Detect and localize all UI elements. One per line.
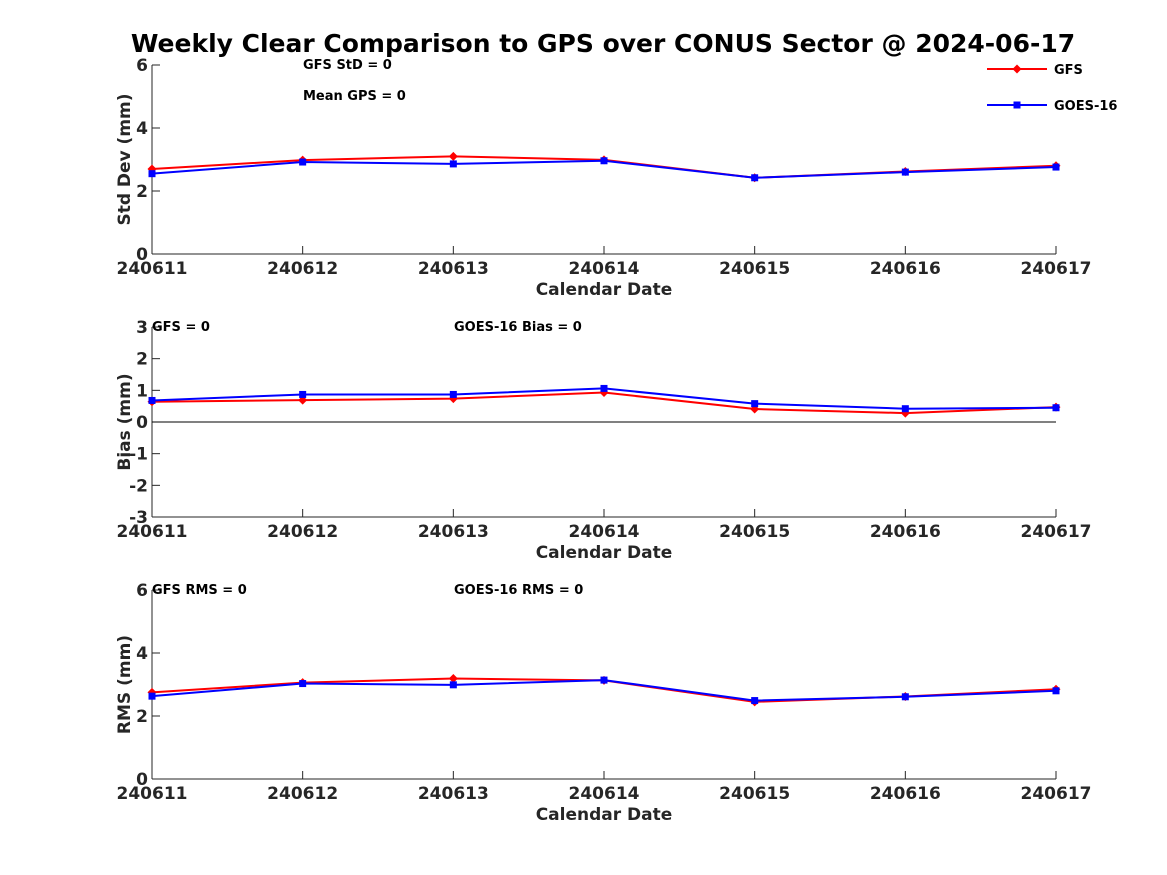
series-goes-16	[148, 676, 1060, 705]
x-tick-label: 240615	[719, 259, 790, 279]
data-point	[449, 681, 457, 689]
legend: GFS GOES-16	[987, 63, 1117, 114]
annotation: GFS = 0	[152, 320, 210, 335]
y-tick-label: 6	[136, 56, 148, 76]
legend-marker	[1013, 101, 1021, 109]
data-point	[901, 693, 909, 701]
data-point	[449, 160, 457, 168]
data-point	[751, 400, 759, 408]
x-tick-label: 240613	[418, 522, 489, 542]
x-tick-label: 240615	[719, 522, 790, 542]
y-axis-label: RMS (mm)	[115, 635, 135, 734]
y-tick-label: 0	[136, 245, 148, 265]
y-axis-label: Std Dev (mm)	[115, 93, 135, 225]
y-tick-label: -3	[129, 508, 148, 528]
annotation: GOES-16 Bias = 0	[454, 320, 582, 335]
y-tick-label: 2	[136, 182, 148, 202]
x-axis-label: Calendar Date	[536, 280, 673, 300]
y-tick-label: -2	[129, 476, 148, 496]
panel-3: 0 2 4 6 240611 240612 240613 240614 240615 240616…	[115, 581, 1091, 825]
annotation: Mean GPS = 0	[303, 89, 406, 104]
data-point	[1052, 404, 1060, 412]
y-tick-label: -1	[129, 445, 148, 465]
series-gfs	[147, 151, 1061, 183]
x-tick-label: 240614	[569, 784, 640, 804]
series-goes-16	[148, 384, 1060, 413]
panel-1: 0 2 4 6 240611 240612 240613 240614 240615 240616…	[115, 56, 1091, 300]
data-point	[1052, 163, 1060, 171]
legend-entry-goes-16: GOES-16	[987, 99, 1117, 114]
x-tick-label: 240611	[117, 259, 188, 279]
y-tick-label: 4	[136, 119, 148, 139]
data-point	[299, 680, 307, 688]
series-goes-16	[148, 157, 1060, 182]
y-tick-label: 3	[136, 318, 148, 338]
data-point	[751, 174, 759, 182]
x-tick-label: 240617	[1021, 784, 1092, 804]
data-point	[600, 157, 608, 165]
y-tick-label: 2	[136, 707, 148, 727]
y-axis-label: Bias (mm)	[115, 373, 135, 470]
annotation: GFS RMS = 0	[152, 583, 247, 598]
data-point	[751, 697, 759, 705]
x-tick-label: 240615	[719, 784, 790, 804]
data-point	[901, 168, 909, 176]
annotation: GOES-16 RMS = 0	[454, 583, 583, 598]
legend-label: GOES-16	[1054, 99, 1117, 114]
data-point	[148, 692, 156, 700]
data-point	[448, 674, 458, 684]
series-gfs	[147, 388, 1061, 418]
data-point	[299, 158, 307, 166]
x-tick-label: 240616	[870, 784, 941, 804]
data-point	[148, 396, 156, 404]
data-point	[600, 384, 608, 392]
x-tick-label: 240617	[1021, 522, 1092, 542]
x-tick-label: 240613	[418, 784, 489, 804]
y-tick-label: 0	[136, 770, 148, 790]
annotation: GFS StD = 0	[303, 58, 392, 73]
x-tick-label: 240612	[267, 259, 338, 279]
x-tick-label: 240611	[117, 784, 188, 804]
data-point	[148, 170, 156, 178]
x-tick-label: 240613	[418, 259, 489, 279]
data-point	[600, 676, 608, 684]
chart-title: Weekly Clear Comparison to GPS over CONU…	[131, 29, 1075, 58]
data-point	[449, 390, 457, 398]
x-tick-label: 240616	[870, 259, 941, 279]
data-point	[299, 390, 307, 398]
x-axis-label: Calendar Date	[536, 543, 673, 563]
x-tick-label: 240612	[267, 784, 338, 804]
y-tick-label: 6	[136, 581, 148, 601]
legend-label: GFS	[1054, 63, 1083, 78]
y-tick-label: 4	[136, 644, 148, 664]
y-tick-label: 2	[136, 350, 148, 370]
x-tick-label: 240614	[569, 259, 640, 279]
x-tick-label: 240617	[1021, 259, 1092, 279]
y-tick-label: 0	[136, 413, 148, 433]
y-tick-label: 1	[136, 381, 148, 401]
data-point	[448, 151, 458, 161]
x-tick-label: 240614	[569, 522, 640, 542]
data-point	[901, 405, 909, 413]
x-tick-label: 240616	[870, 522, 941, 542]
legend-marker	[1012, 64, 1022, 74]
data-point	[1052, 687, 1060, 695]
x-tick-label: 240611	[117, 522, 188, 542]
panel-2: -3 -2 -1 0 1 2 3 240611 240612 240613 240614 240615…	[115, 318, 1091, 563]
x-axis-label: Calendar Date	[536, 805, 673, 825]
x-tick-label: 240612	[267, 522, 338, 542]
legend-entry-gfs: GFS	[987, 63, 1083, 78]
